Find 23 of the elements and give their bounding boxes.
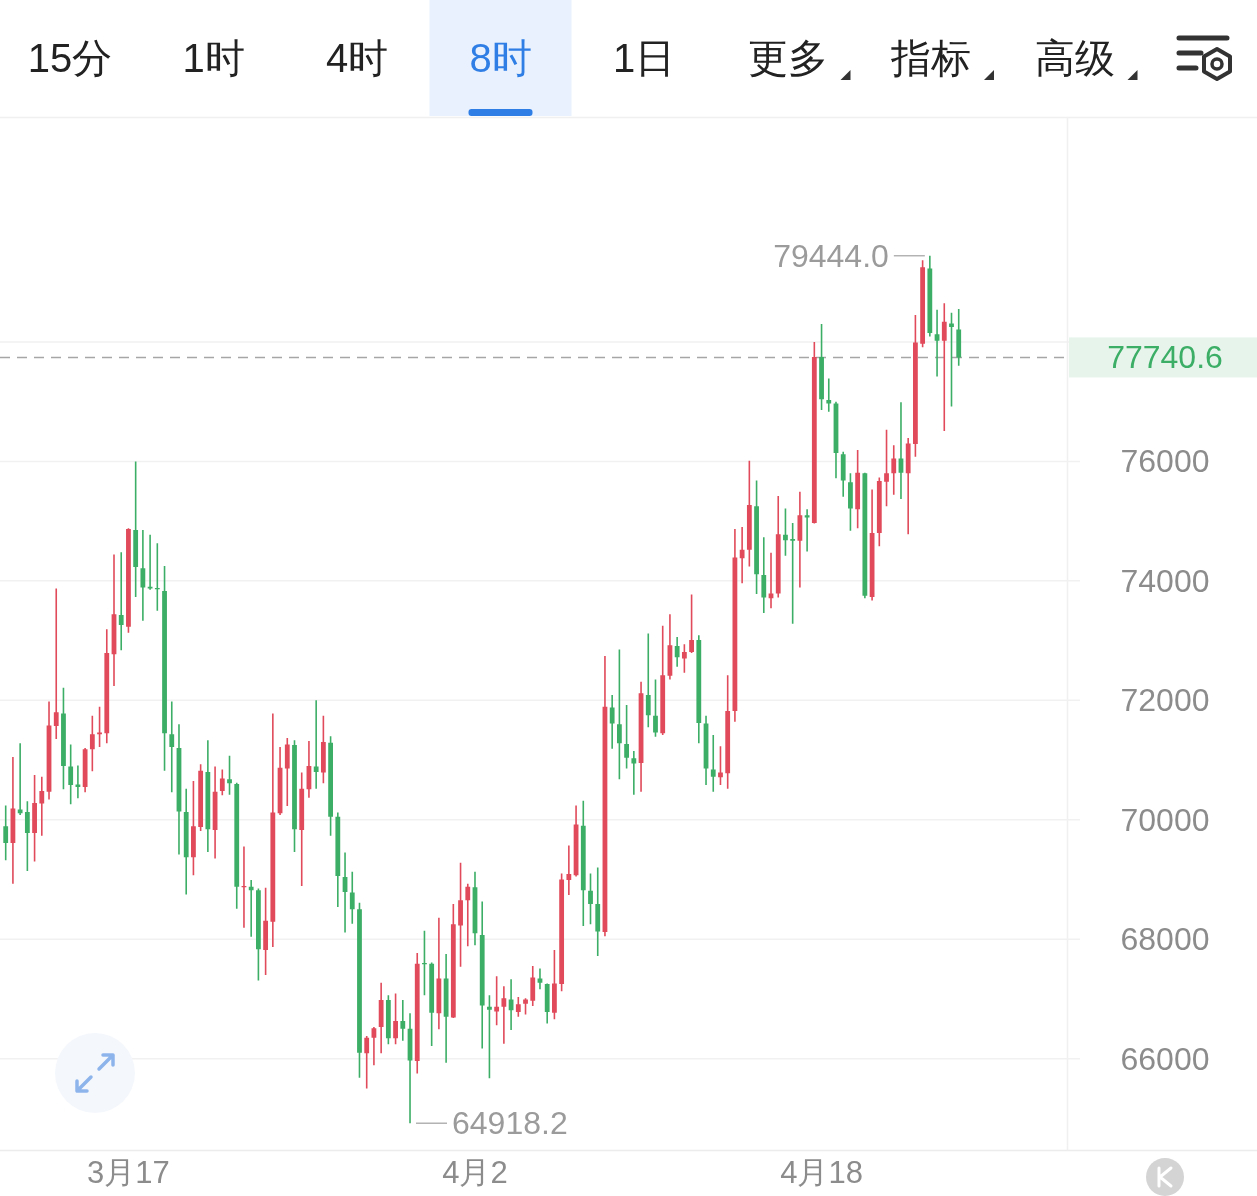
tab-label: 15分 [27, 36, 113, 80]
y-tick-label: 66000 [1120, 1040, 1210, 1077]
y-tick-label: 72000 [1120, 682, 1210, 719]
y-tick-label: 76000 [1120, 443, 1210, 480]
ref-line-label: 77740.6 [1107, 339, 1223, 376]
x-tick-label: 4月18 [780, 1154, 863, 1190]
tab-label: 指标 [891, 36, 971, 80]
extreme-label: 64918.2 [415, 1105, 568, 1142]
y-tick-label: 70000 [1120, 801, 1210, 838]
tab-label: 更多 [747, 36, 828, 80]
ref-label: 77740.6 [1069, 337, 1257, 378]
tab-label: 8时 [469, 36, 532, 80]
tab-label: 4时 [325, 36, 389, 80]
x-tick-label: 4月2 [442, 1154, 508, 1190]
tab-label: 1日 [612, 36, 676, 80]
x-tick-label: 3月17 [87, 1154, 170, 1190]
tab-label: 高级 [1034, 36, 1115, 80]
annotation: 79444.0 [773, 237, 889, 274]
y-tick-label: 68000 [1120, 921, 1210, 958]
annotation: 64918.2 [452, 1105, 568, 1142]
y-tick-label: 74000 [1120, 562, 1210, 599]
extreme-label: 79444.0 [773, 237, 926, 274]
tab-label: 1时 [182, 36, 245, 80]
